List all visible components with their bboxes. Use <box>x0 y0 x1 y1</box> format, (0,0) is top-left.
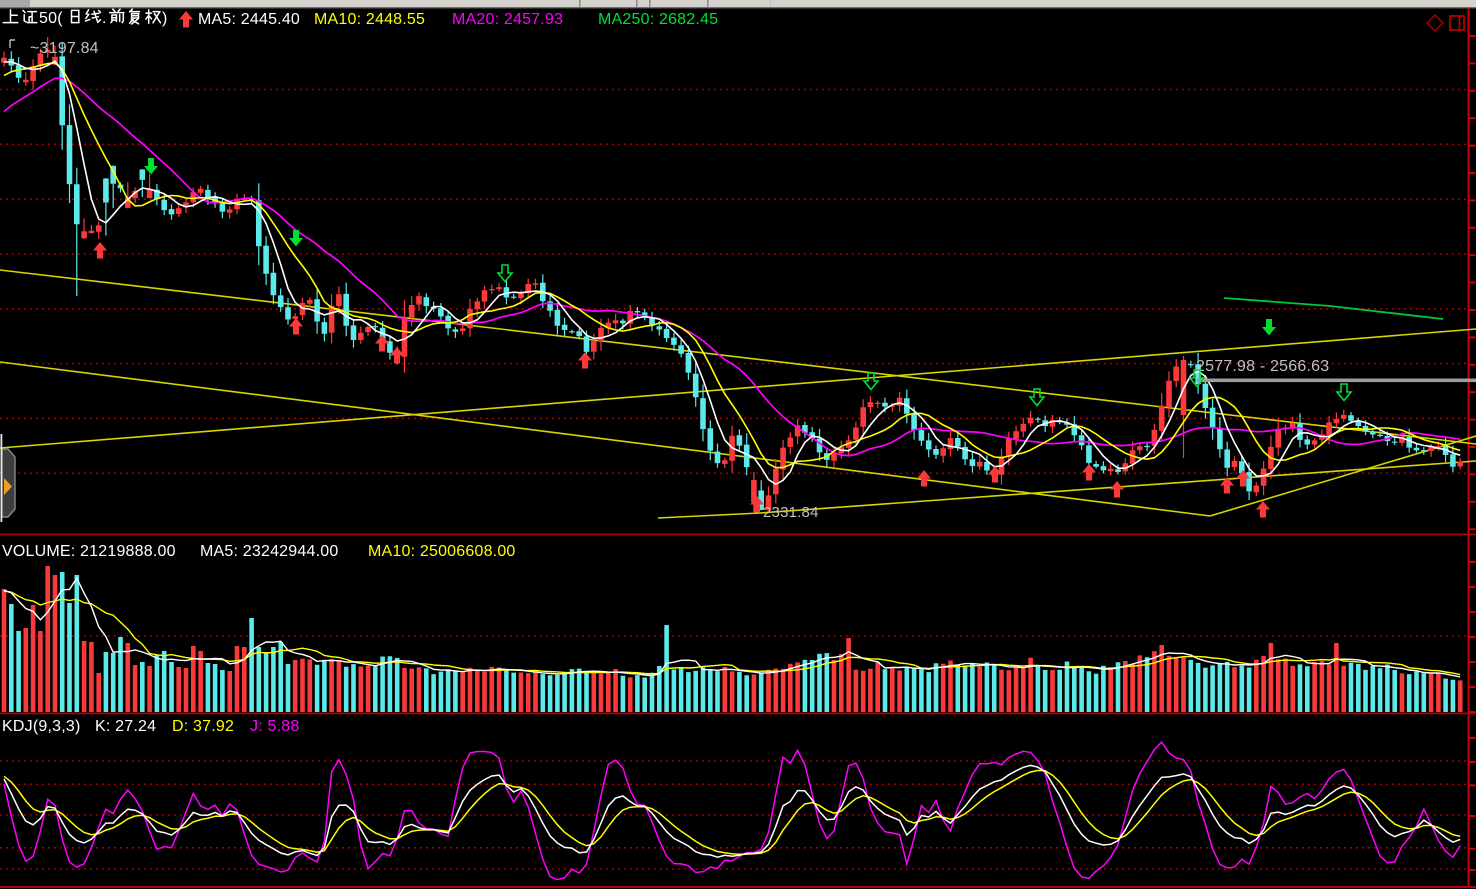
svg-text:KDJ(9,3,3): KDJ(9,3,3) <box>2 718 80 735</box>
svg-text:MA20: 2457.93: MA20: 2457.93 <box>452 11 563 28</box>
svg-text:MA5: 2445.40: MA5: 2445.40 <box>198 11 300 28</box>
svg-text:K: 27.24: K: 27.24 <box>95 718 156 735</box>
svg-text:MA5: 23242944.00: MA5: 23242944.00 <box>200 543 338 560</box>
svg-text:MA10: 2448.55: MA10: 2448.55 <box>314 11 425 28</box>
svg-text:D: 37.92: D: 37.92 <box>172 718 234 735</box>
svg-text:~3197.84: ~3197.84 <box>30 40 99 57</box>
svg-text:J: 5.88: J: 5.88 <box>250 718 299 735</box>
svg-text:VOLUME: 21219888.00: VOLUME: 21219888.00 <box>2 543 176 560</box>
svg-text:.: . <box>102 10 107 27</box>
svg-text:2577.98 - 2566.63: 2577.98 - 2566.63 <box>1196 358 1329 375</box>
svg-text:): ) <box>162 10 168 27</box>
svg-text:2331.84: 2331.84 <box>763 504 819 521</box>
svg-text:MA10: 25006608.00: MA10: 25006608.00 <box>368 543 516 560</box>
svg-text:MA250: 2682.45: MA250: 2682.45 <box>598 11 718 28</box>
svg-text:50(: 50( <box>39 10 63 27</box>
